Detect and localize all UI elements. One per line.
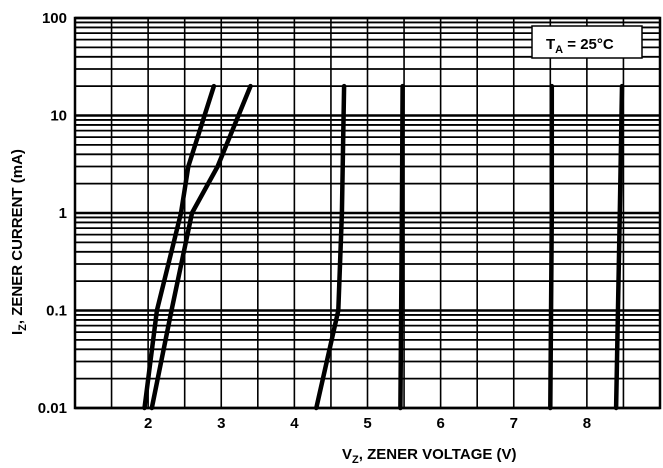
legend-background	[531, 25, 643, 59]
y-tick-label: 1	[59, 205, 67, 222]
zener-curve	[149, 83, 253, 411]
zener-curve	[142, 83, 217, 411]
x-axis-label: VZ, ZENER VOLTAGE (V)	[342, 446, 517, 466]
x-tick-label: 7	[510, 415, 518, 432]
legend-box: TA = 25°C	[531, 25, 643, 59]
y-axis-label: IZ, ZENER CURRENT (mA)	[9, 149, 29, 335]
y-tick-label: 100	[42, 10, 67, 27]
y-tick-label: 0.01	[38, 400, 67, 417]
x-tick-label: 6	[436, 415, 444, 432]
y-tick-label: 0.1	[46, 303, 67, 320]
zener-curve	[548, 83, 555, 411]
zener-curve	[314, 83, 347, 411]
zener-curve	[613, 83, 625, 411]
y-tick-label: 10	[50, 108, 67, 125]
tick-labels: 0.01 0.1 1 10 100 2 3 4 5 6 7 8	[38, 10, 591, 432]
x-tick-label: 4	[290, 415, 299, 432]
x-tick-label: 5	[363, 415, 371, 432]
series-group	[142, 83, 625, 411]
x-tick-label: 2	[144, 415, 152, 432]
temperature-annotation: TA = 25°C	[546, 36, 614, 56]
x-tick-label: 8	[583, 415, 591, 432]
grid	[73, 16, 662, 410]
x-tick-label: 3	[217, 415, 225, 432]
zener-curve	[398, 83, 405, 411]
